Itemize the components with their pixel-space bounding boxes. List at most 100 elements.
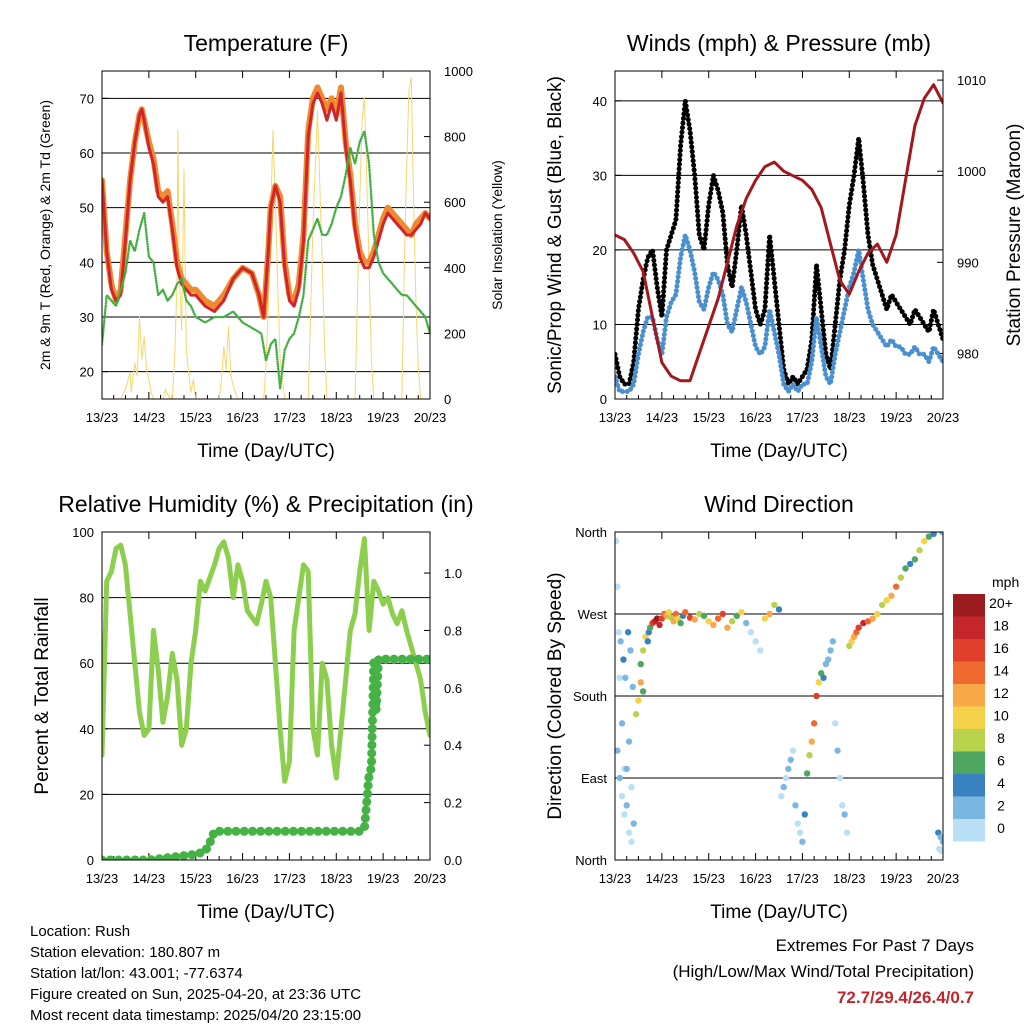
direction-point	[796, 829, 804, 836]
winds-xlabel: Time (Day/UTC)	[710, 441, 848, 462]
direction-point	[700, 612, 708, 620]
direction-point	[902, 565, 909, 572]
temperature-xtick-label: 16/23	[226, 410, 259, 425]
direction-point	[806, 752, 813, 759]
humidity-xtick-label: 14/23	[133, 871, 166, 886]
direction-point	[888, 592, 895, 599]
winds-title: Winds (mph) & Pressure (mb)	[627, 30, 931, 56]
direction-point	[794, 820, 801, 827]
humidity-y2tick-label: 0.2	[444, 796, 462, 811]
legend-swatch	[953, 616, 985, 639]
direction-point	[911, 556, 919, 563]
direction-point	[827, 647, 834, 654]
humidity-xtick-label: 15/23	[179, 871, 212, 886]
legend-swatch	[953, 774, 985, 797]
winds-xtick-label: 14/23	[646, 410, 679, 425]
humidity-xtick-label: 16/23	[226, 871, 259, 886]
direction-point	[843, 829, 851, 836]
humidity-ylabel: Percent & Total Rainfall	[32, 597, 53, 794]
direction-point	[878, 601, 886, 609]
legend-label: 0	[997, 820, 1005, 836]
direction-xtick-label: 15/23	[692, 871, 725, 886]
extremes-subtitle: (High/Low/Max Wind/Total Precipitation)	[672, 962, 974, 981]
figure-created: Figure created on Sun, 2025-04-20, at 23…	[30, 986, 362, 1003]
direction-point	[628, 838, 635, 845]
temperature-xtick-label: 19/23	[367, 410, 400, 425]
temperature-ytick-label: 50	[80, 201, 94, 216]
direction-point	[799, 838, 806, 845]
temperature-y2tick-label: 800	[444, 130, 466, 145]
direction-point	[670, 618, 677, 625]
temperature-series-0	[102, 77, 430, 399]
humidity-xlabel: Time (Day/UTC)	[197, 902, 335, 923]
direction-ytick-label: East	[581, 771, 607, 786]
direction-ytick-label: North	[575, 853, 607, 868]
humidity-y2tick-label: 0.0	[444, 853, 462, 868]
humidity-y2tick-label: 0.6	[444, 681, 462, 696]
direction-point	[637, 660, 644, 668]
legend-label: 12	[993, 685, 1009, 701]
temperature-y2tick-label: 0	[444, 392, 451, 407]
direction-point	[892, 583, 900, 590]
direction-point	[855, 624, 862, 631]
direction-point	[639, 688, 647, 695]
legend-label: 2	[997, 798, 1005, 814]
direction-point	[789, 747, 797, 754]
direction-point	[728, 618, 736, 625]
direction-point	[813, 692, 820, 700]
winds-xtick-label: 13/23	[599, 410, 632, 425]
legend-label: 4	[997, 775, 1005, 791]
humidity-ytick-label: 60	[80, 656, 94, 671]
winds-series-2	[615, 83, 943, 383]
legend-label: 14	[993, 663, 1009, 679]
direction-point	[787, 756, 794, 763]
temperature-ytick-label: 20	[80, 365, 94, 380]
direction-point	[839, 802, 846, 809]
temperature-xtick-label: 14/23	[133, 410, 166, 425]
direction-point	[627, 647, 634, 654]
direction-point	[624, 629, 632, 636]
direction-point	[869, 615, 876, 622]
extremes-values: 72.7/29.4/26.4/0.7	[836, 988, 974, 1007]
direction-frame	[614, 531, 944, 861]
temperature-y2tick-label: 400	[444, 261, 466, 276]
direction-point	[617, 638, 624, 645]
direction-point	[625, 829, 633, 836]
winds-y2tick-label: 1000	[957, 164, 986, 179]
direction-point	[630, 820, 637, 827]
direction-point	[841, 811, 848, 818]
direction-point	[874, 610, 881, 618]
direction-point	[677, 619, 684, 627]
winds-y2tick-label: 980	[957, 346, 979, 361]
station-info: Location: Rush Station elevation: 180.80…	[30, 921, 361, 1026]
legend-swatch	[953, 594, 985, 617]
legend-swatch	[953, 706, 985, 729]
humidity-xtick-label: 18/23	[320, 871, 353, 886]
humidity-xtick-label: 20/23	[414, 871, 447, 886]
direction-point	[939, 838, 943, 845]
legend-swatch	[953, 661, 985, 684]
legend-label: 20+	[989, 595, 1013, 611]
legend-label: 6	[997, 753, 1005, 769]
legend-label: 8	[997, 730, 1005, 746]
station-latlon: Station lat/lon: 43.001; -77.6374	[30, 965, 243, 982]
winds-frame	[614, 70, 944, 400]
humidity-series-1	[102, 654, 430, 860]
direction-point	[752, 638, 759, 645]
direction-point	[618, 720, 626, 727]
panel-humidity: Relative Humidity (%) & Precipitation (i…	[32, 491, 474, 923]
humidity-title: Relative Humidity (%) & Precipitation (i…	[58, 491, 473, 517]
direction-point	[864, 618, 872, 625]
direction-point	[623, 765, 630, 773]
direction-xtick-label: 20/23	[927, 871, 960, 886]
direction-point	[615, 629, 622, 636]
direction-point	[782, 774, 790, 782]
direction-point	[637, 679, 644, 686]
humidity-ytick-label: 40	[80, 722, 94, 737]
direction-point	[724, 624, 731, 631]
direction-point	[691, 616, 698, 623]
direction-point	[775, 606, 783, 613]
direction-xtick-label: 18/23	[833, 871, 866, 886]
temperature-series-2	[102, 91, 430, 319]
